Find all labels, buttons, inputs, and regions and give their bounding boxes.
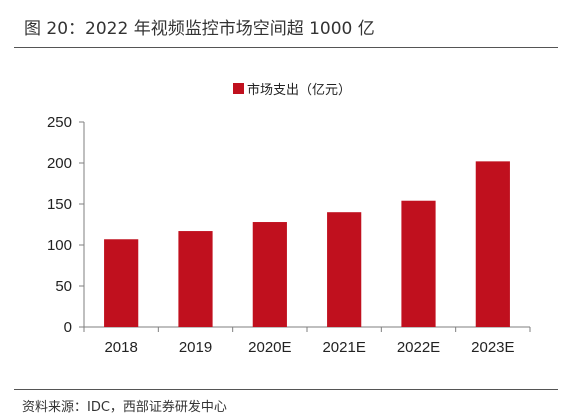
source-note: 资料来源：IDC，西部证券研发中心 — [22, 400, 227, 415]
figure-title: 图 20：2022 年视频监控市场空间超 1000 亿 — [24, 19, 375, 39]
x-tick-label: 2018 — [104, 339, 137, 356]
x-tick-label: 2022E — [397, 339, 440, 356]
x-tick-label: 2020E — [248, 339, 291, 356]
source-divider — [14, 389, 558, 390]
bar-2018 — [104, 239, 139, 327]
title-divider — [14, 47, 558, 48]
legend-swatch — [233, 83, 244, 94]
x-tick-label: 2019 — [179, 339, 212, 356]
y-tick-label: 50 — [55, 278, 72, 295]
x-tick-label: 2023E — [471, 339, 514, 356]
x-tick-label: 2021E — [322, 339, 365, 356]
y-tick-label: 0 — [64, 319, 72, 336]
bar-2022E — [401, 200, 436, 327]
bar-2021E — [327, 212, 362, 327]
legend-label: 市场支出（亿元） — [247, 83, 352, 98]
bar-2023E — [475, 161, 510, 327]
y-tick-label: 100 — [47, 237, 72, 254]
y-tick-label: 250 — [47, 114, 72, 131]
chart-legend: 市场支出（亿元） — [233, 79, 351, 98]
bar-series — [104, 161, 510, 327]
bar-2020E — [252, 222, 287, 327]
y-tick-label: 200 — [47, 155, 72, 172]
y-tick-label: 150 — [47, 196, 72, 213]
y-axis: 0 50 100 150 200 250 — [47, 114, 85, 336]
bar-2019 — [178, 231, 213, 327]
x-axis: 2018 2019 2020E 2021E 2022E 2023E — [83, 326, 531, 356]
